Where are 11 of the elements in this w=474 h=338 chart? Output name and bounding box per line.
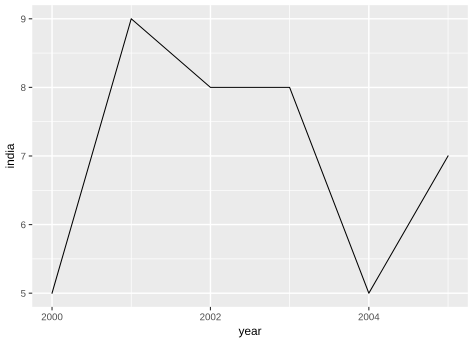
x-tick-label: 2000 — [42, 313, 62, 320]
line-series — [52, 18, 449, 294]
y-tick-label: 6 — [21, 221, 26, 228]
y-tick-label: 8 — [21, 84, 26, 92]
y-tick-label: 5 — [20, 290, 26, 297]
y-axis-title: india — [5, 144, 14, 168]
x-tick-label: 2004 — [358, 313, 380, 320]
x-tick-label: 2002 — [200, 313, 221, 320]
x-axis-title: year — [238, 328, 262, 338]
y-tick-label: 7 — [21, 152, 26, 160]
y-tick-label: 9 — [21, 16, 26, 22]
